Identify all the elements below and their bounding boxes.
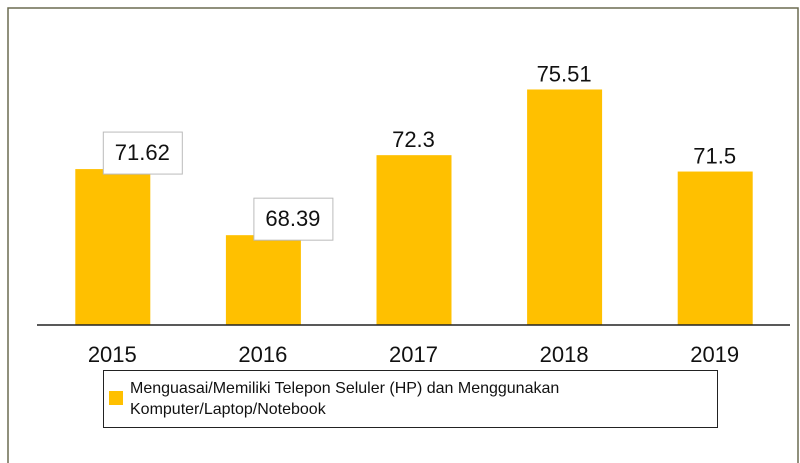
- bar: [376, 155, 452, 325]
- bar: [225, 235, 301, 325]
- legend: Menguasai/Memiliki Telepon Seluler (HP) …: [103, 370, 718, 428]
- data-label: 68.39: [265, 206, 320, 231]
- legend-label: Menguasai/Memiliki Telepon Seluler (HP) …: [130, 380, 560, 418]
- bar: [677, 171, 753, 325]
- data-label: 71.5: [693, 144, 736, 169]
- plot: 71.62 2015 68.39 2016 72.3 2017 75.51 2018 71.5 2…: [37, 61, 790, 367]
- data-label-box: [253, 197, 334, 241]
- legend-swatch: [109, 391, 123, 405]
- x-tick-label: 2019: [690, 342, 739, 367]
- x-tick-label: 2017: [389, 342, 438, 367]
- x-tick-label: 2015: [88, 342, 137, 367]
- data-label: 71.62: [115, 140, 170, 165]
- x-tick-label: 2016: [238, 342, 287, 367]
- x-tick-label: 2018: [540, 342, 589, 367]
- data-label: 75.51: [537, 61, 592, 86]
- bar: [527, 89, 603, 325]
- bar: [75, 169, 151, 325]
- data-label-box: [102, 131, 183, 175]
- data-label: 72.3: [392, 127, 435, 152]
